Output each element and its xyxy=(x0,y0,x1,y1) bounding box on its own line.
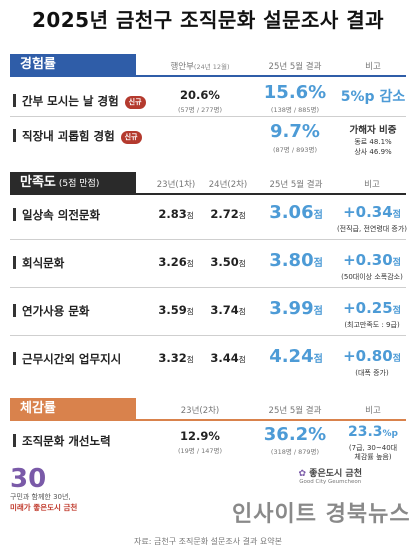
perception-row-v2-sub: (318명 / 879명) xyxy=(270,448,320,456)
satisfaction-row-label: 연가사용 문화 xyxy=(12,304,90,318)
satisfaction-row-v3: 3.80점 xyxy=(269,250,323,271)
experience-row-label: 직장내 괴롭힘 경험 신규 xyxy=(13,128,142,144)
experience-col2-header: 25년 5월 결과 xyxy=(268,62,322,72)
satisfaction-row-note: (대폭 증가) xyxy=(355,369,389,377)
satisfaction-row-delta: +0.34점 xyxy=(343,203,401,221)
experience-col1-header: 행안부(24년 12월) xyxy=(170,62,230,72)
satisfaction-label: 만족도 xyxy=(20,175,56,190)
logo-line1: 구민과 함께한 30년, xyxy=(10,493,71,501)
perception-row-v1-sub: (19명 / 147명) xyxy=(177,447,223,455)
satisfaction-row-v2: 3.50점 xyxy=(210,255,246,269)
satisfaction-row-v2: 2.72점 xyxy=(210,207,246,221)
satisfaction-section-header: 만족도 (5점 만점) xyxy=(10,172,136,193)
satisfaction-row-delta: +0.30점 xyxy=(343,251,401,269)
satisfaction-row-delta: +0.25점 xyxy=(343,299,401,317)
perception-row-note: 체감률 높음) xyxy=(354,453,392,461)
source-note: 자료: 금천구 조직문화 설문조사 결과 요약본 xyxy=(134,537,282,545)
city-logo-mark-icon: ✿ xyxy=(298,469,307,479)
satisfaction-row-note: (50대이상 소폭감소) xyxy=(341,273,403,281)
experience-row-label: 간부 모시는 날 경험 신규 xyxy=(13,93,146,109)
satisfaction-row-v3: 4.24점 xyxy=(269,346,323,367)
satisfaction-row-v1: 2.83점 xyxy=(158,207,194,221)
satisfaction-row-v2: 3.44점 xyxy=(210,351,246,365)
satisfaction-row-label: 회식문화 xyxy=(12,256,65,270)
satisfaction-row-note: (최고만족도 : 9급) xyxy=(344,321,400,329)
perception-row-v1: 12.9% xyxy=(180,429,220,443)
logo-line2: 미래가 좋은도시 금천 xyxy=(10,503,78,512)
page-title: 2025년 금천구 조직문화 설문조사 결과 xyxy=(31,8,385,32)
city-logo: ✿ 좋은도시 금천 Good City Geumcheon xyxy=(298,466,362,485)
experience-row-v2-sub: (87명 / 893명) xyxy=(272,146,318,154)
perception-row-v2: 36.2% xyxy=(263,424,327,445)
perception-col2-header: 25년 5월 결과 xyxy=(268,406,322,416)
experience-row-v1: 20.6% xyxy=(180,88,220,102)
experience-row-note-detail: 동료 48.1% xyxy=(354,138,392,146)
perception-col3-header: 비고 xyxy=(365,406,381,416)
perception-row-delta: 23.3%p xyxy=(347,424,398,440)
satisfaction-row-label: 근무시간외 업무지시 xyxy=(12,352,122,366)
experience-row-note: 가해자 비중 xyxy=(349,125,397,136)
experience-row-v1-sub: (57명 / 277명) xyxy=(177,106,223,114)
experience-row-v2: 9.7% xyxy=(270,121,320,142)
new-badge: 신규 xyxy=(124,96,146,109)
anniversary-logo: 30 구민과 함께한 30년, 미래가 좋은도시 금천 xyxy=(10,466,77,513)
satisfaction-col1-header: 23년(1차) xyxy=(156,180,196,190)
satisfaction-row-v3: 3.99점 xyxy=(269,298,323,319)
satisfaction-row-v1: 3.59점 xyxy=(158,303,194,317)
logo-number: 30 xyxy=(10,464,47,494)
experience-rule xyxy=(10,75,406,77)
experience-label: 경험률 xyxy=(20,57,56,72)
perception-row-label: 조직문화 개선노력 xyxy=(13,434,111,448)
experience-col3-header: 비고 xyxy=(365,62,381,72)
watermark: 인사이트 경북뉴스 xyxy=(232,502,411,527)
satisfaction-col4-header: 비고 xyxy=(364,180,380,190)
satisfaction-row-label: 일상속 의전문화 xyxy=(12,208,101,222)
new-badge: 신규 xyxy=(120,131,142,144)
experience-row-v2: 15.6% xyxy=(263,82,327,103)
experience-section-header: 경험률 xyxy=(10,54,136,75)
perception-col1-header: 23년(2차) xyxy=(180,406,220,416)
satisfaction-col3-header: 25년 5월 결과 xyxy=(269,180,323,190)
satisfaction-row-v1: 3.26점 xyxy=(158,255,194,269)
perception-label: 체감률 xyxy=(20,401,56,416)
satisfaction-row-v1: 3.32점 xyxy=(158,351,194,365)
satisfaction-row-v3: 3.06점 xyxy=(269,202,323,223)
satisfaction-col2-header: 24년(2차) xyxy=(208,180,248,190)
perception-row-note: (7급, 30~40대 xyxy=(348,444,398,452)
satisfaction-row-note: (전직급, 전연령대 증가) xyxy=(336,225,408,233)
perception-section-header: 체감률 xyxy=(10,398,136,419)
experience-row-note-detail: 상사 46.9% xyxy=(354,148,392,156)
experience-row-v2-sub: (138명 / 885명) xyxy=(270,106,320,114)
experience-row-note: 5%p 감소 xyxy=(340,89,406,105)
city-logo-text: 좋은도시 금천 xyxy=(309,469,362,479)
city-logo-sub: Good City Geumcheon xyxy=(299,479,362,485)
satisfaction-row-delta: +0.80점 xyxy=(343,347,401,365)
satisfaction-row-v2: 3.74점 xyxy=(210,303,246,317)
